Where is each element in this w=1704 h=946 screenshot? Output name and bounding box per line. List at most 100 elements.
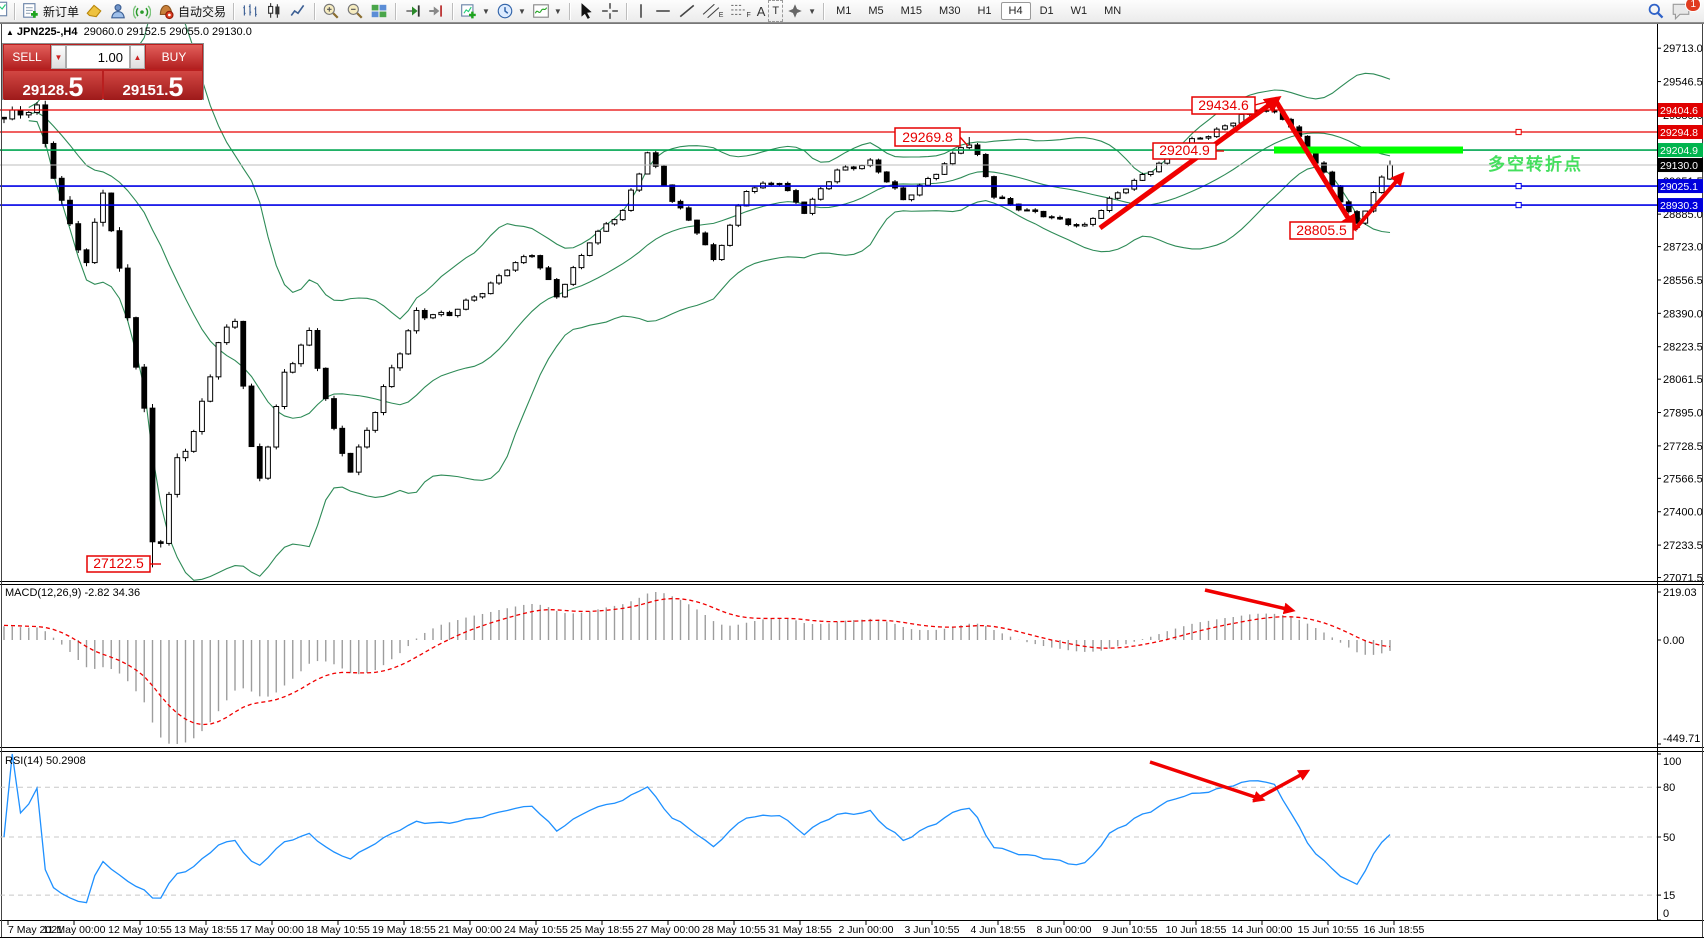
price-tick-label: 28061.5 [1663,374,1703,386]
time-tick-label: 3 Jun 10:55 [905,924,960,936]
horizontal-line-tool-icon[interactable] [651,1,675,21]
timeframe-bar: M1 M5 M15 M30 H1 H4 D1 W1 MN [828,2,1129,20]
candlestick-mode-icon[interactable] [262,1,286,21]
price-callout[interactable] [1191,96,1256,115]
bollinger-band-line [28,120,1391,581]
text-tool-icon[interactable]: A [756,3,766,19]
time-tick-label: 15 Jun 10:55 [1298,924,1359,936]
chart-shift-icon[interactable] [424,1,448,21]
time-tick-label: 9 Jun 10:55 [1103,924,1158,936]
rsi-tick-label: 80 [1663,782,1675,794]
period-dropdown[interactable]: ▼ [493,1,529,21]
time-tick-label: 25 May 18:55 [570,924,634,936]
price-tick-label: 28556.5 [1663,275,1703,287]
rsi-tick-label: 15 [1663,890,1675,902]
time-tick-label: 31 May 18:55 [768,924,832,936]
crosshair-icon[interactable] [598,1,622,21]
price-tick-label: 28885.0 [1663,209,1703,221]
rsi-tick-label: 100 [1663,756,1681,768]
timeframe-m1[interactable]: M1 [836,5,852,17]
price-tick-label: 27895.0 [1663,408,1703,420]
trend-arrow[interactable] [1354,171,1405,230]
shapes-dropdown[interactable]: ▼ [783,1,819,21]
pivot-annotation[interactable]: 多空转折点 [1488,155,1583,174]
timeframe-h4[interactable]: H4 [1000,2,1031,20]
gold-seal-icon[interactable] [82,1,106,21]
price-tick-label: 27233.5 [1663,540,1703,552]
autotrade-button[interactable]: 自动交易 [154,1,229,21]
bollinger-band-line [28,24,1391,320]
price-badge-label: 28930.3 [1660,200,1698,212]
indicators-dropdown[interactable]: ▼ [529,1,565,21]
label-tool-icon[interactable]: T [768,0,784,22]
price-badge [1658,179,1703,194]
timeframe-m30[interactable]: M30 [939,5,961,17]
timeframe-w1[interactable]: W1 [1070,5,1088,17]
volume-increase-button[interactable]: ▲ [130,45,145,69]
timeframe-m15[interactable]: M15 [900,5,923,17]
search-icon[interactable] [1644,1,1668,21]
line-handle[interactable] [1515,128,1522,136]
tile-windows-icon[interactable] [367,1,391,21]
dropdown-arrow-icon: ▼ [553,6,562,16]
price-callout[interactable] [894,127,961,147]
fibonacci-tool-icon[interactable]: F [726,1,753,21]
clock-icon [497,3,513,19]
new-order-button[interactable]: 新订单 [19,1,82,21]
volume-input[interactable]: 1.00 [66,45,130,69]
new-order-icon [23,3,38,18]
sell-button[interactable]: SELL [4,45,50,69]
toolbar-separator [823,2,825,20]
price-callout-label: 29269.8 [902,129,953,145]
clipped-chart-icon[interactable] [0,0,10,23]
trend-arrow[interactable] [1204,588,1296,615]
rsi-panel [0,753,1657,904]
vertical-line-tool-icon[interactable] [631,1,651,21]
trend-arrow[interactable] [1252,769,1311,803]
price-callout-label: 27122.5 [93,555,144,571]
support-highlight-bar[interactable] [1274,146,1463,154]
one-click-trading-panel: SELL ▼ 1.00 ▲ BUY 29128. 5 29151. 5 [2,43,204,101]
price-tick-label: 27071.5 [1663,573,1703,585]
trend-arrow[interactable] [1149,760,1266,803]
auto-scroll-icon[interactable] [400,1,424,21]
trend-arrow[interactable] [1098,96,1282,231]
timeframe-h1[interactable]: H1 [977,5,992,17]
expert-advisor-icon[interactable] [106,1,130,21]
channel-tool-icon[interactable]: E [699,1,727,21]
price-callout[interactable] [1152,142,1217,160]
sell-price[interactable]: 29128. 5 [4,71,102,101]
trendline-tool-icon[interactable] [675,1,699,21]
rsi-tick-label: 0 [1663,908,1669,920]
channel-letter: E [718,11,724,19]
buy-price[interactable]: 29151. 5 [104,71,202,101]
line-handle[interactable] [1515,182,1522,190]
volume-decrease-button[interactable]: ▼ [51,45,66,69]
timeframe-mn[interactable]: MN [1104,5,1122,17]
macd-tick-label: -449.71 [1663,733,1700,745]
price-callout[interactable] [86,555,151,573]
zoom-in-icon[interactable] [319,1,343,21]
timeframe-m5[interactable]: M5 [868,5,884,17]
line-handle[interactable] [1515,201,1522,209]
zoom-out-icon[interactable] [343,1,367,21]
time-tick-label: 8 Jun 00:00 [1037,924,1092,936]
toolbar-separator [14,2,15,20]
chat-button[interactable]: 1 [1668,0,1701,21]
shapes-icon [788,4,802,18]
dropdown-arrow-icon: ▼ [517,6,526,16]
price-callout[interactable] [1289,221,1354,240]
buy-button[interactable]: BUY [146,45,202,69]
line-chart-mode-icon[interactable] [286,1,310,21]
cursor-icon[interactable] [574,1,598,21]
signal-icon[interactable] [130,1,154,21]
new-chart-dropdown[interactable]: ▼ [457,1,493,21]
main-chart-panel [1,24,1393,581]
timeframe-d1[interactable]: D1 [1039,5,1054,17]
trend-arrow[interactable] [1271,96,1357,232]
bar-chart-mode-icon[interactable] [238,1,262,21]
indicators-icon [533,4,549,18]
fibo-letter: F [746,11,751,19]
